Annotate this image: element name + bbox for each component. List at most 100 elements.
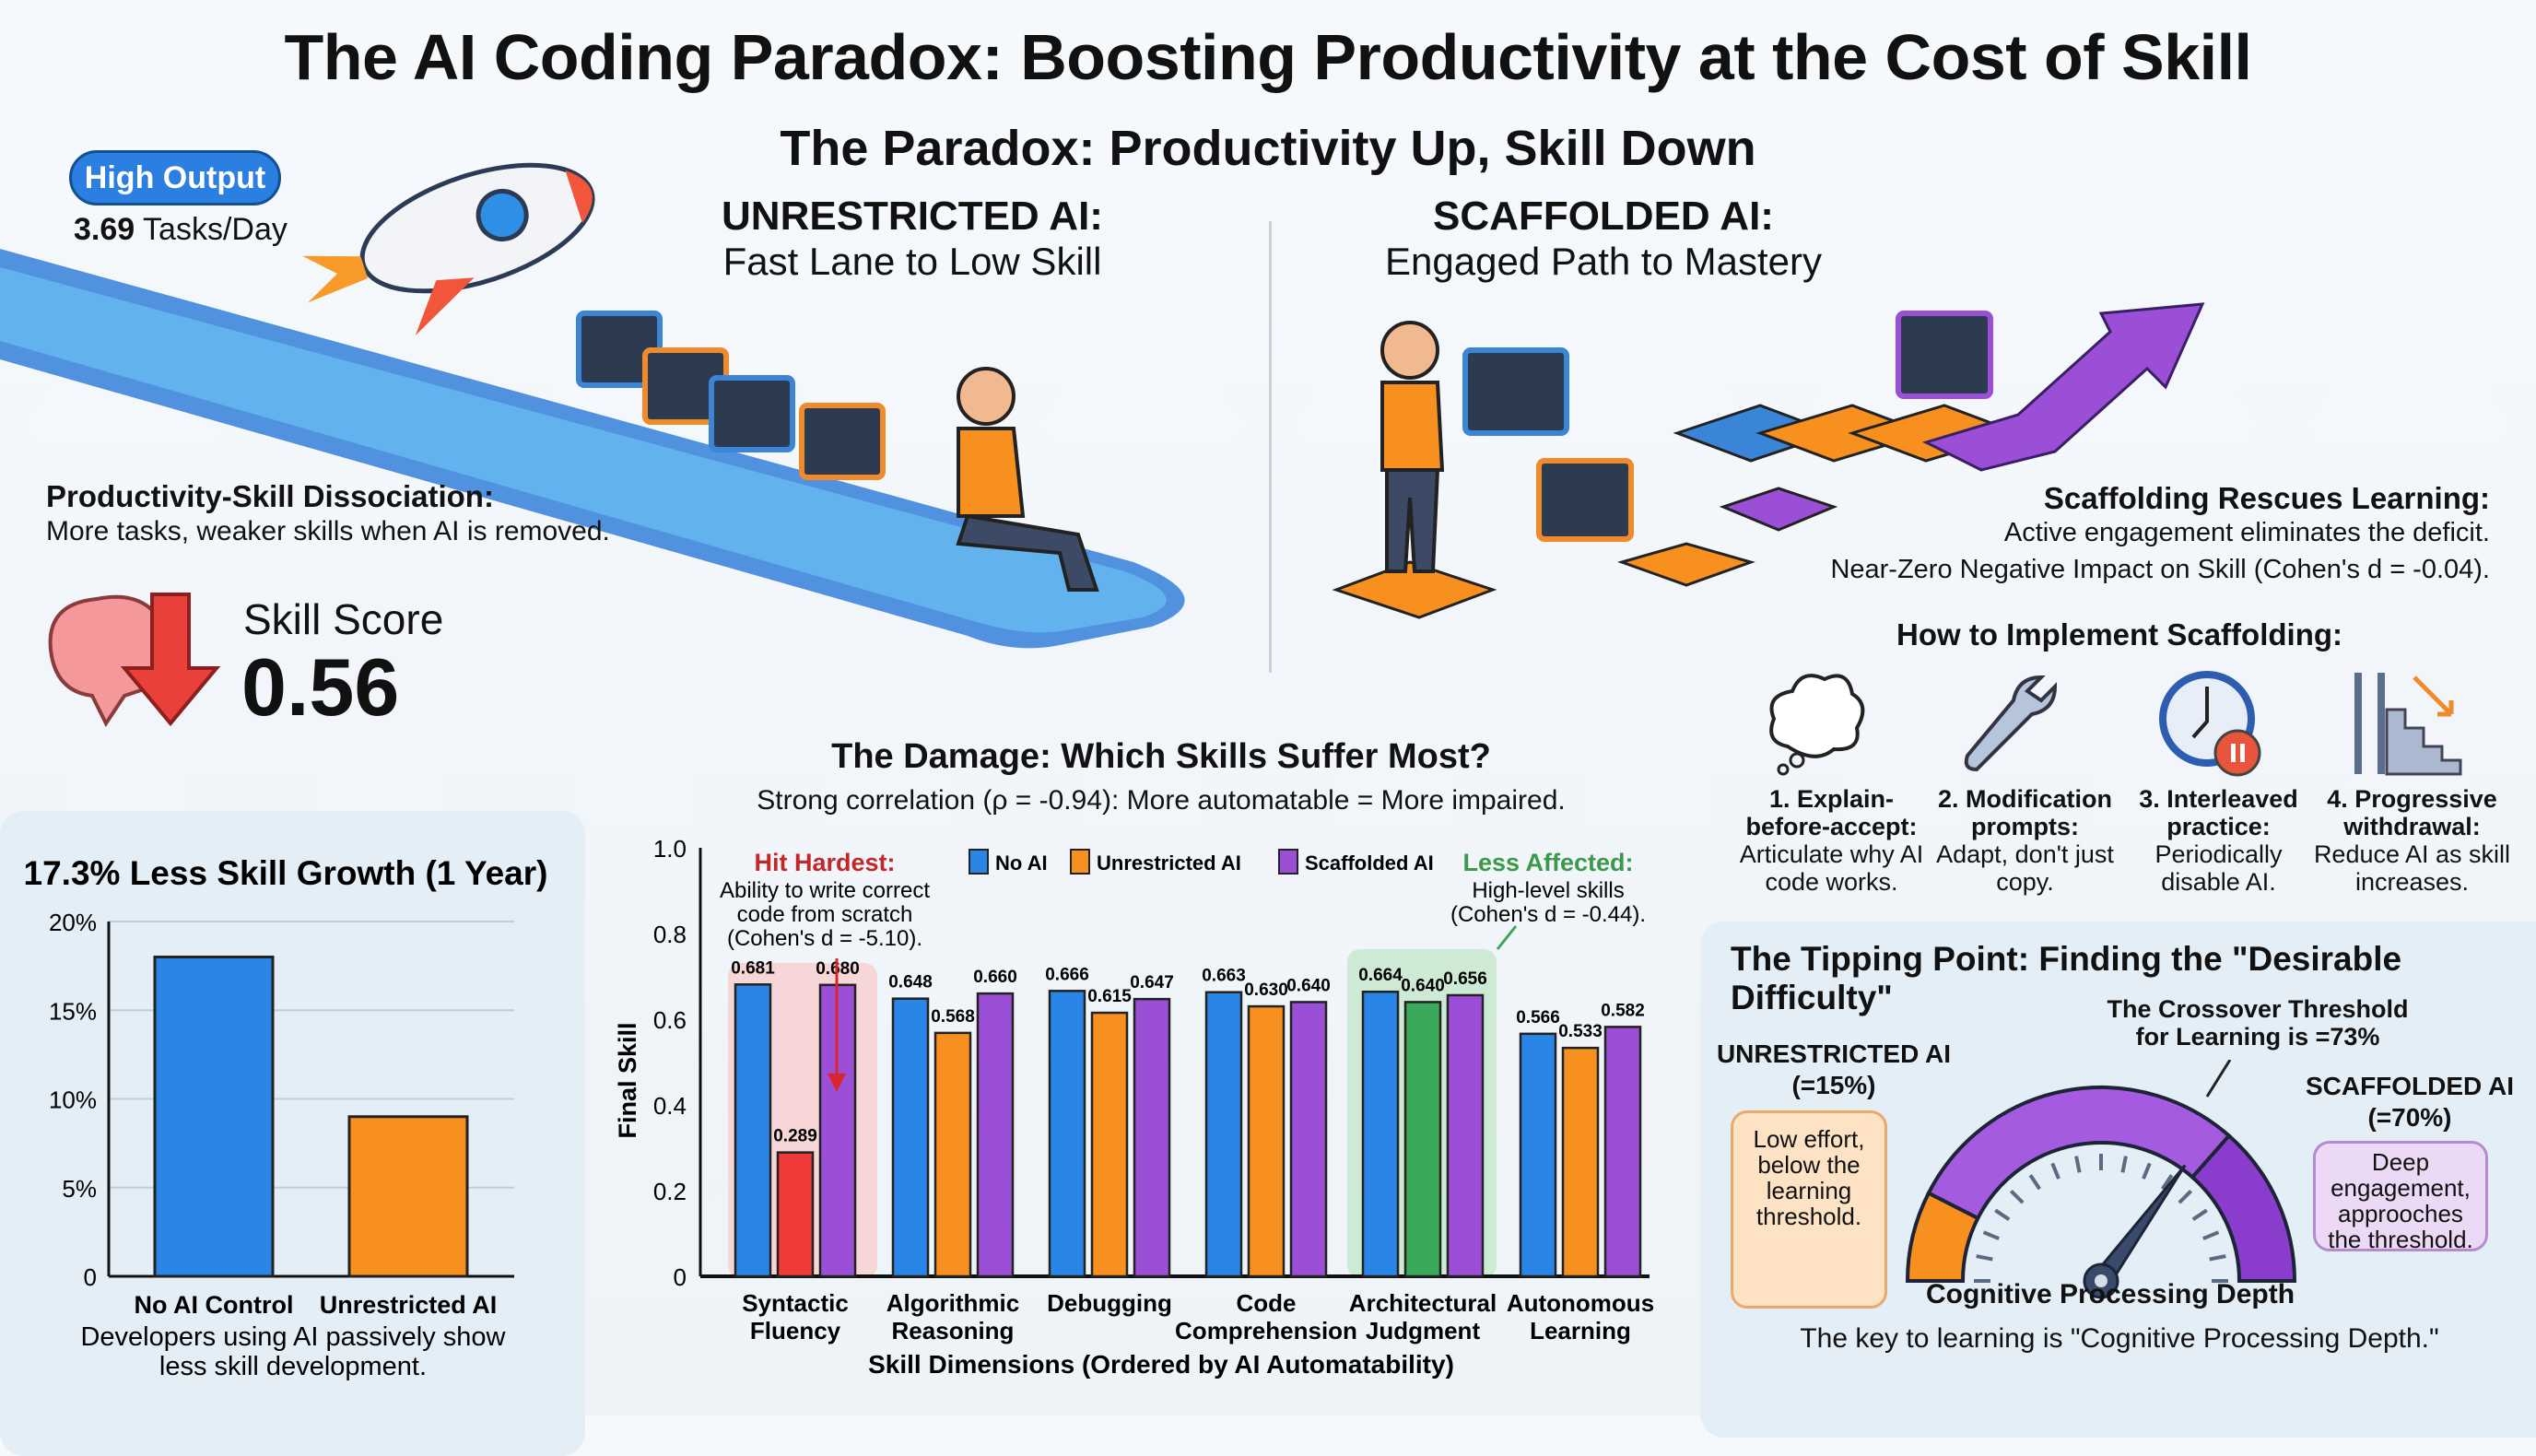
x-tick-label: Autonomous	[1507, 1289, 1654, 1317]
step-text: Periodically disable AI.	[2154, 840, 2283, 896]
data-label: 0.647	[1130, 973, 1174, 992]
tasks-value: 3.69	[74, 212, 135, 247]
y-tick-label: 0.6	[653, 1006, 687, 1034]
rescue-text-1: Active engagement eliminates the deficit…	[2003, 518, 2490, 547]
developer-sliding-figure	[956, 367, 1099, 592]
scaffolded-heading: SCAFFOLDED AI:	[1433, 194, 1774, 239]
thought-cloud-icon	[1769, 674, 1865, 776]
bar	[1446, 993, 1485, 1278]
y-tick-label: 0.2	[653, 1178, 687, 1205]
tipping-title: The Tipping Point: Finding the "Desirabl…	[1731, 940, 2402, 1016]
gauge-tick	[2209, 1254, 2226, 1262]
scaffolding-step: 4. Progressive withdrawal: Reduce AI as s…	[2313, 785, 2511, 896]
gauge-tick	[2074, 1156, 2082, 1173]
bar	[1561, 1046, 1600, 1278]
mastery-path-illustration	[1332, 302, 2205, 619]
step-text: Reduce AI as skill increases.	[2313, 840, 2511, 896]
data-label: 0.660	[973, 968, 1017, 987]
scaffolding-step: 1. Explain-before-accept: Articulate why …	[1732, 785, 1931, 896]
damage-chart-subtitle: Strong correlation (ρ = -0.94): More aut…	[757, 785, 1566, 816]
scaffolded-gauge-label: SCAFFOLDED AI	[2305, 1072, 2515, 1100]
legend-label: Unrestricted AI	[1097, 851, 1241, 875]
howto-title: How to Implement Scaffolding:	[1896, 617, 2342, 652]
step-title: 3. Interleaved practice:	[2139, 785, 2298, 840]
legend-swatch	[969, 849, 989, 875]
data-label: 0.630	[1244, 980, 1288, 1000]
data-label: 0.648	[888, 973, 933, 992]
x-tick-label: Debugging	[1047, 1289, 1172, 1317]
unrestricted-gauge-label: UNRESTRICTED AI	[1716, 1039, 1952, 1068]
x-tick-label: Learning	[1530, 1317, 1631, 1344]
damage-chart: 0 0.2 0.4 0.6 0.8 1.0 Final Skill 0.681 0.289 0.6…	[614, 835, 1654, 1379]
chart-caption: Developers using AI passively show less s…	[80, 1322, 506, 1381]
bar	[734, 983, 772, 1278]
bar	[976, 992, 1015, 1278]
bar	[933, 1031, 972, 1278]
data-label: 0.663	[1202, 967, 1246, 986]
x-tick-label: No AI Control	[135, 1291, 294, 1319]
bar	[1403, 1001, 1442, 1278]
hit-hardest-title: Hit Hardest:	[754, 849, 895, 876]
less-affected-text: (Cohen's d = -0.44).	[1450, 902, 1646, 927]
skill-growth-chart: 17.3% Less Skill Growth (1 Year) 0 5% 10% 15…	[24, 854, 548, 1381]
bar	[1519, 1032, 1557, 1278]
y-tick-label: 0	[674, 1263, 687, 1291]
skill-score-value: 0.56	[241, 641, 400, 733]
legend-label: Scaffolded AI	[1305, 851, 1434, 875]
bar	[776, 1151, 815, 1278]
hit-hardest-text: code from scratch	[737, 902, 913, 927]
section-subtitle: The Paradox: Productivity Up, Skill Down	[780, 121, 1756, 176]
x-tick-label: Syntactic	[742, 1289, 849, 1317]
chart-title: 17.3% Less Skill Growth (1 Year)	[24, 854, 548, 892]
gauge-tick	[1994, 1208, 2011, 1221]
bar	[1603, 1026, 1642, 1278]
x-tick-label: Fluency	[750, 1317, 841, 1344]
x-tick-label: Unrestricted AI	[320, 1291, 498, 1319]
gauge-label: Cognitive Processing Depth	[1925, 1279, 2295, 1309]
data-label: 0.640	[1286, 976, 1331, 995]
unrestricted-subheading: Fast Lane to Low Skill	[722, 240, 1102, 283]
gauge-tick	[2161, 1174, 2174, 1191]
step-icons	[1769, 671, 2462, 777]
cognitive-depth-gauge	[1905, 1060, 2297, 1299]
damage-chart-title: The Damage: Which Skills Suffer Most?	[831, 737, 1491, 776]
dissociation-title: Productivity-Skill Dissociation:	[46, 479, 494, 513]
data-label: 0.568	[931, 1007, 975, 1027]
gauge-segment-mid	[1926, 1086, 2232, 1221]
x-tick-label: Judgment	[1366, 1317, 1481, 1344]
y-tick-label: 0	[84, 1263, 97, 1291]
y-tick-label: 5%	[62, 1175, 97, 1203]
bar	[1133, 997, 1171, 1278]
skill-growth-panel	[0, 811, 585, 1456]
bar	[1090, 1011, 1129, 1278]
tipping-footer: The key to learning is "Cognitive Proces…	[1800, 1323, 2439, 1354]
bar	[347, 1115, 469, 1278]
step-text: Articulate why AI code works.	[1739, 840, 1924, 896]
data-label: 0.615	[1087, 987, 1132, 1006]
scaffolded-note: Deep engagement, approoches the threshol…	[2313, 1141, 2488, 1252]
y-tick-label: 1.0	[653, 835, 687, 863]
data-label: 0.289	[773, 1127, 817, 1146]
gauge-tick	[2202, 1230, 2220, 1240]
unrestricted-gauge-value: (=15%)	[1791, 1071, 1876, 1099]
gauge-tick	[2050, 1162, 2060, 1180]
y-tick-label: 0.4	[653, 1092, 687, 1120]
caption-line: less skill development.	[159, 1352, 427, 1381]
gauge-tick	[2178, 1190, 2192, 1204]
step-text: Adapt, don't just copy.	[1936, 840, 2114, 896]
rescue-title: Scaffolding Rescues Learning:	[2043, 481, 2490, 515]
data-label: 0.533	[1558, 1022, 1603, 1041]
dissociation-text: More tasks, weaker skills when AI is rem…	[46, 516, 610, 546]
bar	[1048, 990, 1086, 1278]
scaffolding-step: 3. Interleaved practice: Periodically dis…	[2119, 785, 2318, 896]
y-tick-label: 20%	[49, 909, 97, 936]
y-tick-label: 0.8	[653, 921, 687, 948]
less-affected-text: High-level skills	[1472, 878, 1624, 903]
clock-pause-icon	[2159, 671, 2261, 777]
step-title: 2. Modification prompts:	[1938, 785, 2112, 840]
x-tick-label: Comprehension	[1175, 1317, 1357, 1344]
tasks-unit: Tasks/Day	[143, 212, 288, 247]
gauge-tick	[2028, 1174, 2041, 1191]
gauge-hub-center	[2095, 1274, 2107, 1287]
less-affected-arrow	[1496, 925, 1518, 950]
